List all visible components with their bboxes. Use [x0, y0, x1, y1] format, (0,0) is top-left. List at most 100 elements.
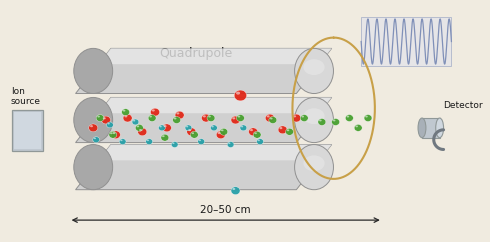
Ellipse shape	[207, 115, 215, 121]
Ellipse shape	[186, 126, 188, 127]
Ellipse shape	[103, 117, 106, 119]
Ellipse shape	[287, 129, 289, 131]
Ellipse shape	[192, 132, 194, 134]
Ellipse shape	[74, 144, 113, 190]
Ellipse shape	[201, 114, 211, 122]
Ellipse shape	[198, 139, 204, 144]
Ellipse shape	[122, 109, 129, 116]
Ellipse shape	[354, 124, 362, 131]
Ellipse shape	[162, 135, 165, 137]
Ellipse shape	[172, 117, 181, 123]
Ellipse shape	[278, 126, 287, 134]
Ellipse shape	[346, 116, 349, 118]
Ellipse shape	[241, 126, 243, 127]
Ellipse shape	[212, 126, 214, 127]
Ellipse shape	[221, 129, 223, 131]
Ellipse shape	[355, 125, 358, 127]
Ellipse shape	[138, 128, 147, 136]
Polygon shape	[75, 98, 332, 143]
Ellipse shape	[294, 98, 334, 143]
Polygon shape	[75, 144, 332, 190]
Ellipse shape	[110, 132, 113, 134]
Ellipse shape	[332, 119, 340, 125]
Ellipse shape	[237, 115, 245, 121]
Ellipse shape	[303, 59, 325, 75]
Ellipse shape	[147, 139, 149, 141]
Ellipse shape	[113, 132, 116, 134]
Ellipse shape	[187, 128, 196, 136]
Ellipse shape	[227, 142, 234, 147]
Text: Quadrupole: Quadrupole	[160, 47, 233, 60]
Ellipse shape	[188, 129, 191, 131]
Ellipse shape	[300, 115, 308, 121]
Ellipse shape	[364, 115, 372, 121]
Ellipse shape	[248, 128, 258, 136]
Ellipse shape	[266, 114, 274, 122]
Ellipse shape	[185, 125, 192, 131]
Ellipse shape	[74, 98, 113, 143]
Ellipse shape	[106, 122, 113, 128]
Ellipse shape	[253, 131, 261, 138]
Ellipse shape	[109, 131, 117, 138]
Ellipse shape	[190, 131, 198, 138]
Ellipse shape	[293, 115, 296, 117]
Ellipse shape	[318, 119, 326, 125]
Ellipse shape	[146, 139, 152, 144]
Ellipse shape	[150, 108, 160, 116]
Ellipse shape	[234, 90, 246, 101]
Polygon shape	[98, 98, 332, 113]
Ellipse shape	[123, 110, 125, 112]
Ellipse shape	[137, 125, 139, 127]
Ellipse shape	[292, 114, 301, 122]
Ellipse shape	[172, 142, 178, 147]
Ellipse shape	[176, 112, 179, 114]
Ellipse shape	[301, 116, 304, 118]
Ellipse shape	[303, 155, 325, 171]
Ellipse shape	[149, 116, 152, 118]
Ellipse shape	[250, 129, 253, 131]
Ellipse shape	[333, 120, 336, 121]
Ellipse shape	[132, 119, 139, 125]
Ellipse shape	[135, 124, 143, 131]
Ellipse shape	[258, 139, 260, 141]
Ellipse shape	[164, 125, 167, 127]
Ellipse shape	[139, 129, 142, 131]
Ellipse shape	[96, 115, 104, 121]
Ellipse shape	[418, 118, 426, 138]
Ellipse shape	[286, 128, 294, 135]
Ellipse shape	[232, 188, 235, 190]
Ellipse shape	[199, 139, 201, 141]
Ellipse shape	[257, 139, 264, 144]
Ellipse shape	[119, 139, 126, 144]
Ellipse shape	[220, 128, 228, 135]
Ellipse shape	[231, 187, 240, 195]
FancyBboxPatch shape	[14, 112, 41, 150]
Ellipse shape	[161, 134, 169, 141]
Ellipse shape	[123, 114, 132, 122]
Ellipse shape	[232, 117, 235, 119]
Ellipse shape	[175, 111, 184, 119]
Ellipse shape	[94, 137, 96, 139]
Ellipse shape	[436, 118, 443, 138]
Ellipse shape	[211, 125, 218, 131]
Polygon shape	[75, 48, 332, 93]
Ellipse shape	[270, 118, 272, 120]
Polygon shape	[361, 17, 451, 66]
Polygon shape	[98, 144, 332, 160]
Ellipse shape	[74, 48, 113, 93]
Ellipse shape	[294, 48, 334, 93]
Ellipse shape	[303, 108, 325, 124]
Ellipse shape	[319, 120, 321, 121]
Ellipse shape	[148, 115, 156, 121]
Ellipse shape	[160, 126, 162, 127]
Ellipse shape	[162, 124, 171, 132]
Ellipse shape	[218, 132, 220, 134]
Ellipse shape	[279, 127, 282, 129]
Ellipse shape	[107, 123, 110, 124]
Ellipse shape	[133, 120, 135, 121]
Ellipse shape	[365, 116, 368, 118]
Ellipse shape	[89, 124, 98, 132]
Ellipse shape	[228, 143, 230, 144]
Text: 20–50 cm: 20–50 cm	[200, 205, 251, 215]
Ellipse shape	[236, 92, 240, 95]
